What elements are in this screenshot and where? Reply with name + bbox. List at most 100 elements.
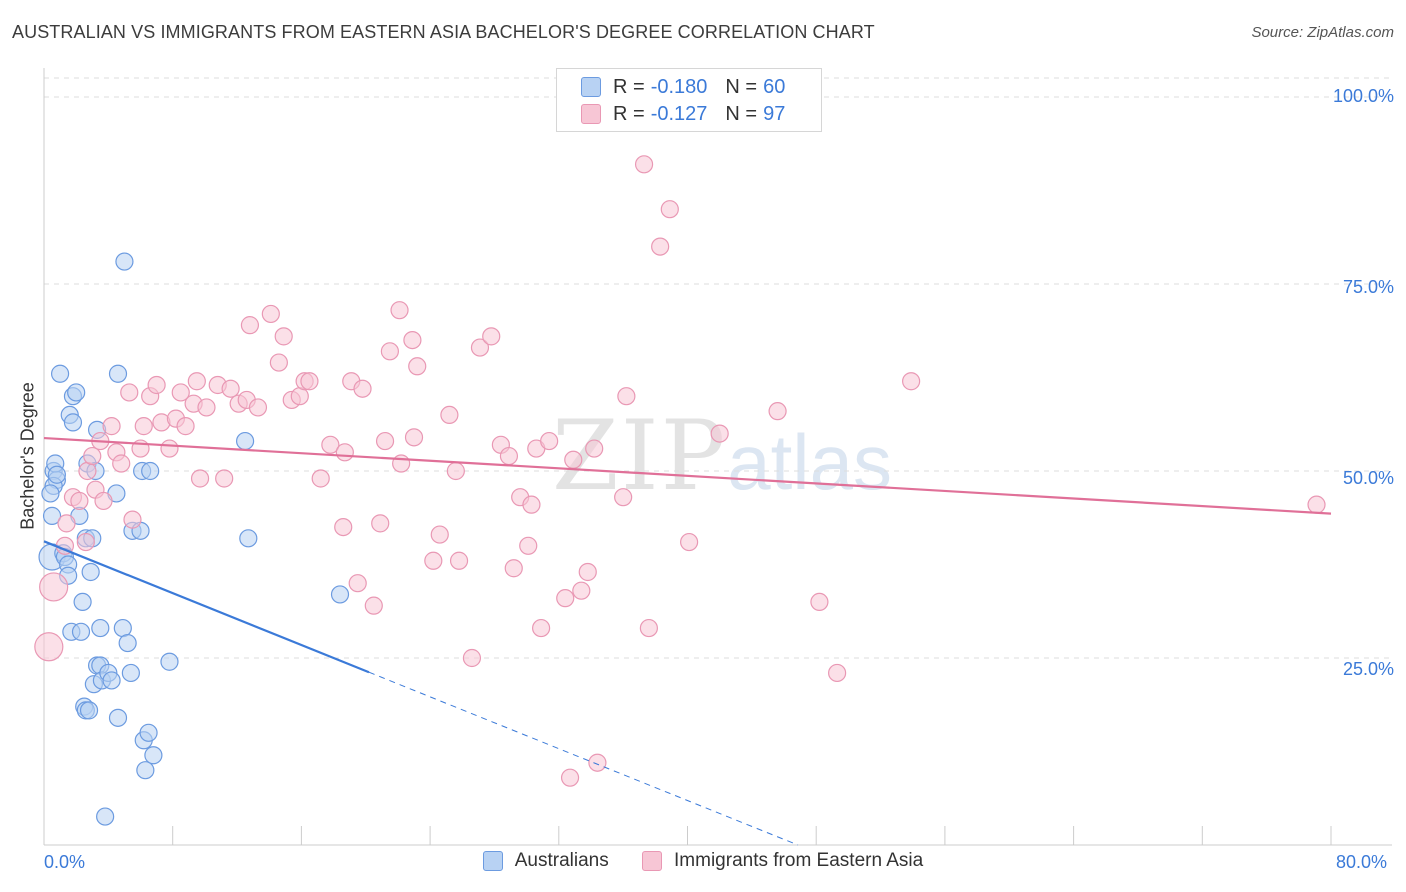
legend-label-australians: Australians [514, 850, 609, 871]
immigrants-point [269, 353, 288, 372]
immigrants-point [651, 237, 670, 256]
immigrants-point [380, 342, 399, 361]
immigrants-point [39, 572, 69, 602]
immigrants-point [560, 768, 580, 787]
legend-row-immigrants: R = -0.127 N = 97 [581, 101, 785, 127]
immigrants-point [902, 372, 921, 391]
immigrants-point [430, 525, 449, 544]
immigrants-point [404, 428, 424, 447]
n-value: 60 [763, 75, 786, 98]
immigrants-point [274, 327, 293, 346]
australians-trend-extension [368, 671, 799, 846]
immigrants-point [392, 454, 411, 473]
immigrants-point [1307, 495, 1326, 514]
immigrants-point [556, 589, 575, 608]
australians-trend-line [43, 540, 370, 674]
immigrants-point [462, 648, 482, 668]
australians-point [160, 652, 179, 671]
australians-point [63, 413, 83, 432]
australians-point [108, 708, 128, 727]
immigrants-point [70, 491, 89, 511]
immigrants-point [123, 510, 142, 529]
immigrants-point [375, 431, 395, 451]
y-tick-label-75: 75.0% [1342, 277, 1394, 297]
immigrants-point [540, 431, 559, 451]
australians-point [42, 506, 62, 525]
legend-swatch-pink [581, 104, 601, 124]
immigrants-point [449, 551, 469, 570]
immigrants-point [617, 387, 636, 406]
australians-point [71, 622, 91, 641]
immigrants-point [810, 592, 829, 612]
immigrants-point [221, 379, 240, 398]
immigrants-point [588, 753, 607, 772]
immigrants-point [639, 618, 658, 638]
australians-point [73, 592, 92, 612]
immigrants-point [321, 435, 340, 454]
australians-point [79, 701, 99, 720]
australians-point [141, 461, 160, 481]
n-label: N = [725, 75, 758, 98]
immigrants-point [34, 632, 64, 662]
immigrants-point [680, 532, 699, 552]
immigrants-point [215, 469, 234, 488]
immigrants-point [134, 417, 153, 436]
legend-swatch-blue [581, 77, 601, 97]
immigrants-point [519, 536, 538, 555]
legend-label-immigrants: Immigrants from Eastern Asia [674, 850, 924, 871]
immigrants-point [408, 357, 427, 376]
y-tick-label-50: 50.0% [1342, 468, 1394, 488]
immigrants-point [261, 304, 280, 324]
immigrants-point [160, 439, 179, 458]
immigrants-point [660, 200, 679, 219]
immigrants-point [424, 551, 443, 570]
australians-point [144, 746, 163, 765]
immigrants-point [76, 532, 95, 552]
immigrants-point [348, 574, 367, 593]
immigrants-point [572, 581, 591, 600]
n-label: N = [725, 102, 758, 125]
immigrants-point [120, 383, 139, 402]
australians-point [139, 723, 158, 742]
immigrants-point [147, 375, 166, 395]
australians-point [41, 484, 60, 503]
immigrants-point [564, 450, 583, 469]
immigrants-point [403, 331, 422, 350]
immigrants-point [470, 338, 490, 357]
immigrants-point [499, 446, 519, 466]
immigrants-point [522, 495, 541, 514]
australians-point [50, 364, 70, 383]
australians-point [108, 364, 128, 383]
x-tick-label-min: 0.0% [44, 852, 86, 872]
immigrants-point [585, 439, 604, 458]
immigrants-point [371, 514, 390, 533]
r-label: R = [613, 75, 645, 98]
immigrants-point [83, 446, 102, 466]
chart-title: AUSTRALIAN VS IMMIGRANTS FROM EASTERN AS… [12, 22, 875, 42]
immigrants-point [440, 405, 459, 424]
n-value: 97 [763, 102, 786, 125]
legend-item-immigrants[interactable]: Immigrants from Eastern Asia [642, 850, 923, 872]
immigrants-point [390, 301, 409, 320]
australians-point [118, 633, 137, 653]
immigrants-point [532, 618, 551, 638]
immigrants-point [171, 383, 190, 402]
legend-item-australians[interactable]: Australians [482, 850, 609, 872]
immigrants-point [482, 327, 501, 346]
immigrants-point [57, 514, 76, 533]
series-legend: Australians Immigrants from Eastern Asia [0, 850, 1406, 878]
legend-swatch-blue [482, 851, 503, 871]
immigrants-point [614, 488, 633, 507]
immigrants-point [300, 372, 319, 391]
legend-row-australians: R = -0.180 N = 60 [581, 74, 785, 100]
immigrants-point [94, 491, 113, 511]
immigrants-point [112, 454, 131, 473]
australians-point [115, 252, 134, 271]
immigrants-point [768, 402, 787, 421]
immigrants-point [446, 461, 465, 481]
immigrants-point [240, 316, 260, 335]
immigrants-point [353, 379, 372, 398]
immigrants-point [634, 155, 654, 174]
immigrants-point [102, 417, 121, 436]
